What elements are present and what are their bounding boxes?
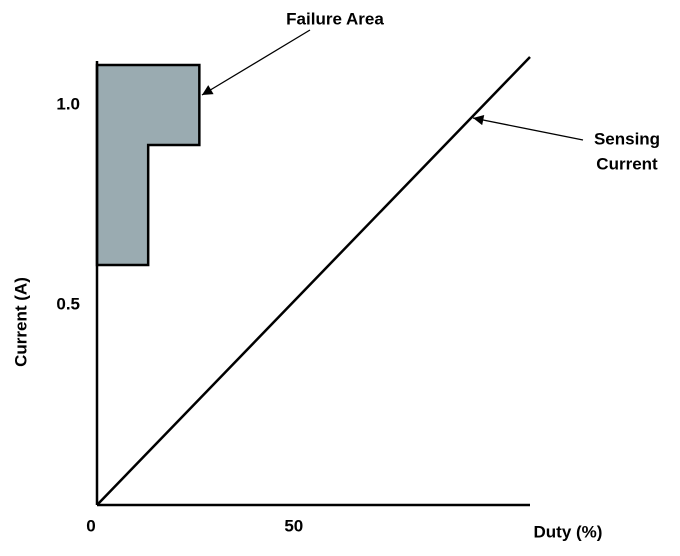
x-axis-label: Duty (%) <box>534 522 603 541</box>
annotation-arrow <box>201 29 311 96</box>
y-tick-label: 0.5 <box>56 294 80 313</box>
failure-area <box>95 63 201 267</box>
sensing-line <box>96 56 531 506</box>
annotation-text: Failure Area <box>286 9 384 28</box>
y-axis-label: Current (A) <box>11 277 30 367</box>
annotation-text: Current <box>596 154 658 173</box>
y-tick-label: 1.0 <box>56 94 80 113</box>
x-tick-label: 0 <box>86 516 95 535</box>
annotation-text: Sensing <box>594 129 660 148</box>
annotation-arrow <box>472 114 584 141</box>
x-tick-label: 50 <box>284 516 303 535</box>
